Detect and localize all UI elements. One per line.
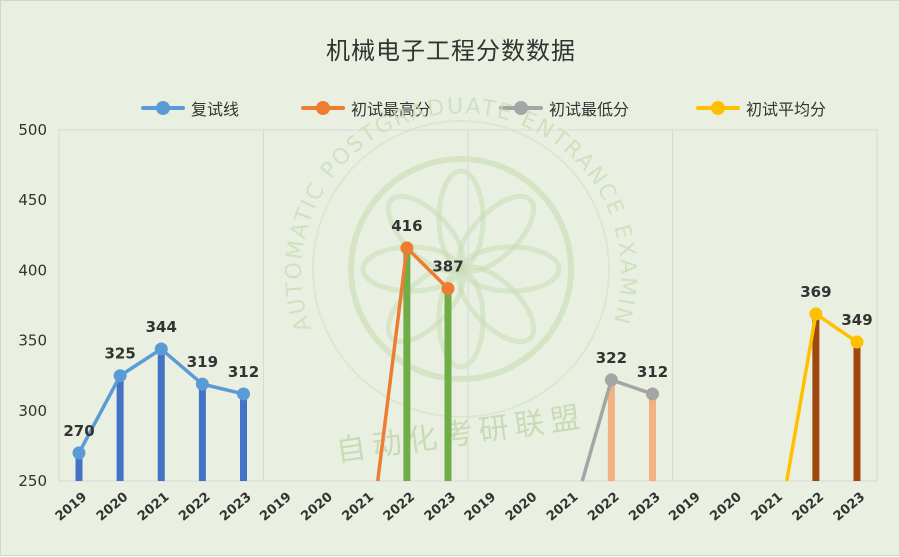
x-tick-label: 2023 xyxy=(422,490,459,525)
y-tick-label: 400 xyxy=(18,261,47,279)
x-tick-label: 2022 xyxy=(176,490,213,525)
legend-item-max-score: 初试最高分 xyxy=(301,97,431,119)
legend-swatch xyxy=(141,97,185,119)
data-label: 416 xyxy=(391,217,422,235)
x-tick-label: 2023 xyxy=(626,490,663,525)
data-point xyxy=(113,369,127,383)
data-point xyxy=(195,377,209,391)
data-point xyxy=(809,307,823,321)
x-tick-label: 2023 xyxy=(831,490,868,525)
x-tick-label: 2020 xyxy=(503,490,540,525)
y-tick-label: 250 xyxy=(18,472,47,490)
x-tick-label: 2023 xyxy=(217,490,254,525)
data-label: 325 xyxy=(104,345,135,363)
data-point xyxy=(441,282,455,296)
y-tick-label: 500 xyxy=(18,121,47,139)
legend-label: 初试最低分 xyxy=(549,100,630,119)
x-tick-label: 2020 xyxy=(94,490,131,525)
legend-label: 初试平均分 xyxy=(746,100,827,119)
legend-item-min-score: 初试最低分 xyxy=(499,97,629,119)
data-label: 270 xyxy=(63,422,94,440)
data-label: 387 xyxy=(432,258,463,276)
legend-label: 复试线 xyxy=(191,100,240,119)
data-label: 322 xyxy=(596,349,627,367)
data-point xyxy=(400,241,414,255)
x-tick-label: 2022 xyxy=(790,490,827,525)
x-tick-label: 2021 xyxy=(544,490,581,525)
legend-swatch xyxy=(301,97,345,119)
series-line xyxy=(785,312,858,482)
x-tick-label: 2019 xyxy=(257,490,294,525)
y-tick-label: 450 xyxy=(18,191,47,209)
chart-title: 机械电子工程分数数据 xyxy=(326,37,576,65)
legend-swatch xyxy=(499,97,543,119)
x-tick-label: 2022 xyxy=(585,490,622,525)
x-tick-label: 2021 xyxy=(135,490,172,525)
data-point xyxy=(72,446,86,460)
x-tick-label: 2020 xyxy=(707,490,744,525)
data-label: 349 xyxy=(841,311,872,329)
x-tick-label: 2022 xyxy=(381,490,418,525)
data-point xyxy=(646,387,659,401)
series-line xyxy=(580,378,654,482)
watermark-outer-ring xyxy=(312,120,610,418)
watermark-ring xyxy=(348,156,574,382)
data-point xyxy=(237,387,250,401)
x-tick-label: 2021 xyxy=(340,490,377,525)
x-tick-label: 2019 xyxy=(666,490,703,525)
watermark-chinese: 自动化考研联盟 xyxy=(334,400,588,470)
legend-label: 初试最高分 xyxy=(351,100,432,119)
y-tick-label: 300 xyxy=(18,402,47,420)
data-label: 319 xyxy=(187,353,218,371)
data-point xyxy=(850,335,864,349)
x-tick-label: 2021 xyxy=(749,490,786,525)
data-label: 312 xyxy=(228,363,259,381)
x-tick-label: 2019 xyxy=(462,490,499,525)
data-point xyxy=(604,373,618,387)
data-label: 344 xyxy=(146,318,177,336)
x-tick-label: 2019 xyxy=(53,490,90,525)
y-tick-label: 350 xyxy=(18,332,47,350)
legend-item-retest-line: 复试线 xyxy=(141,97,239,119)
legend-item-avg-score: 初试平均分 xyxy=(696,97,826,119)
data-label: 369 xyxy=(800,283,831,301)
data-point xyxy=(154,342,168,356)
data-label: 312 xyxy=(637,363,668,381)
x-tick-label: 2020 xyxy=(298,490,335,525)
legend-swatch xyxy=(696,97,740,119)
